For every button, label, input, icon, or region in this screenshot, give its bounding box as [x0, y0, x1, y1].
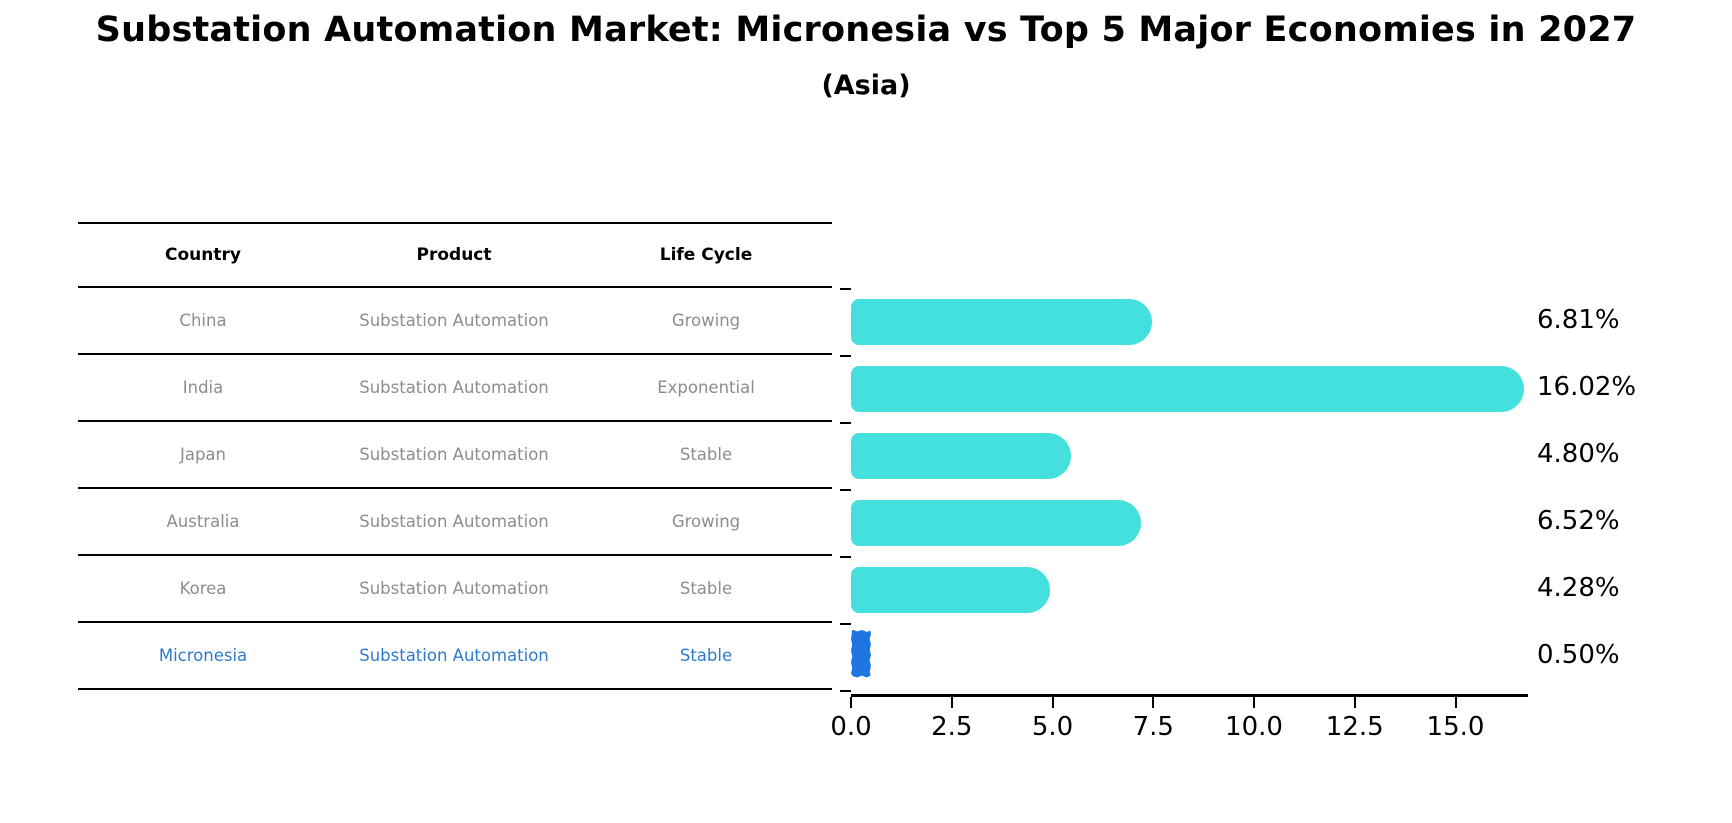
cell-country: China [179, 311, 227, 330]
x-tick-label: 0.0 [830, 712, 872, 742]
bar-china [851, 298, 1152, 345]
bar-japan [851, 432, 1071, 479]
table-body: China Substation Automation Growing India Su… [78, 288, 832, 690]
table-row-india: India Substation Automation Exponential [78, 355, 832, 422]
cell-country: Micronesia [158, 646, 248, 665]
header-life-cycle: Life Cycle [659, 245, 753, 265]
y-tick-mark [840, 355, 851, 357]
bar-micronesia [851, 629, 871, 678]
table-row-japan: Japan Substation Automation Stable [78, 422, 832, 489]
cell-life-cycle: Stable [679, 445, 733, 464]
cell-country: Australia [166, 512, 240, 531]
cell-life-cycle: Growing [671, 512, 741, 531]
x-tick-label: 5.0 [1031, 712, 1074, 742]
x-tick-mark [1454, 697, 1457, 708]
table-header-row: Country Product Life Cycle [78, 222, 832, 288]
x-tick-label: 10.0 [1225, 712, 1283, 742]
cell-life-cycle: Growing [671, 311, 741, 330]
cell-life-cycle: Stable [679, 646, 733, 665]
bar-india [851, 365, 1524, 412]
y-tick-mark [840, 489, 851, 491]
cell-country: Japan [179, 445, 227, 464]
value-label-korea: 4.28% [1537, 572, 1620, 603]
table-row-australia: Australia Substation Automation Growing [78, 489, 832, 556]
value-label-micronesia: 0.50% [1537, 639, 1620, 670]
cell-life-cycle: Stable [679, 579, 733, 598]
bar-korea [851, 566, 1050, 613]
x-tick-label: 2.5 [931, 712, 973, 742]
table-row-micronesia: Micronesia Substation Automation Stable [78, 623, 832, 690]
x-axis-line [851, 694, 1528, 697]
x-tick-mark [1353, 697, 1356, 708]
y-tick-mark [840, 690, 851, 692]
x-tick-mark [950, 697, 953, 708]
value-label-australia: 6.52% [1537, 505, 1620, 536]
y-tick-mark [840, 422, 851, 424]
value-label-india: 16.02% [1537, 371, 1637, 402]
x-tick-label: 7.5 [1132, 712, 1174, 742]
cell-product: Substation Automation [359, 311, 549, 330]
chart-title: Substation Automation Market: Micronesia… [95, 10, 1637, 50]
value-label-japan: 4.80% [1537, 438, 1620, 469]
x-tick-label: 12.5 [1325, 712, 1384, 742]
table-row-china: China Substation Automation Growing [78, 288, 832, 355]
cell-life-cycle: Exponential [657, 378, 755, 397]
cell-product: Substation Automation [359, 378, 549, 397]
cell-country: India [182, 378, 224, 397]
header-country: Country [165, 245, 241, 265]
bar-australia [851, 499, 1141, 546]
cell-product: Substation Automation [359, 512, 549, 531]
cell-country: Korea [179, 579, 227, 598]
x-tick-mark [1051, 697, 1054, 708]
y-tick-mark [840, 288, 851, 290]
y-tick-mark [840, 623, 851, 625]
x-tick-label: 15.0 [1426, 712, 1485, 742]
x-tick-mark [1253, 697, 1255, 708]
x-tick-mark [850, 697, 852, 708]
cell-product: Substation Automation [359, 445, 549, 464]
value-label-china: 6.81% [1537, 304, 1620, 335]
x-tick-mark [1152, 697, 1155, 708]
cell-product: Substation Automation [359, 646, 549, 665]
header-product: Product [416, 245, 492, 265]
chart-subtitle: (Asia) [821, 70, 911, 101]
y-tick-mark [840, 556, 851, 558]
table-row-korea: Korea Substation Automation Stable [78, 556, 832, 623]
cell-product: Substation Automation [359, 579, 549, 598]
data-table: Country Product Life Cycle China Substati… [78, 222, 832, 690]
